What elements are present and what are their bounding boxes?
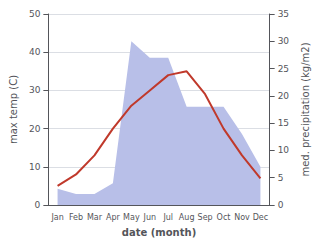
svg-text:15: 15	[278, 118, 289, 128]
svg-text:date (month): date (month)	[122, 227, 196, 238]
svg-text:Feb: Feb	[69, 213, 83, 222]
svg-text:Oct: Oct	[217, 213, 231, 222]
svg-text:Sep: Sep	[198, 213, 213, 222]
svg-text:0: 0	[278, 200, 284, 210]
svg-text:10: 10	[278, 145, 290, 155]
svg-text:Dec: Dec	[253, 213, 268, 222]
svg-text:med. precipitation (kg/m2): med. precipitation (kg/m2)	[300, 42, 311, 176]
svg-text:Jan: Jan	[50, 213, 63, 222]
svg-text:20: 20	[29, 124, 41, 134]
svg-text:max temp (C): max temp (C)	[8, 75, 19, 144]
svg-text:30: 30	[278, 36, 290, 46]
svg-text:50: 50	[29, 9, 41, 19]
svg-text:30: 30	[29, 85, 41, 95]
svg-text:May: May	[123, 213, 140, 222]
svg-text:Jun: Jun	[143, 213, 157, 222]
svg-text:40: 40	[29, 47, 41, 57]
svg-text:25: 25	[278, 64, 289, 74]
svg-text:5: 5	[278, 173, 284, 183]
svg-text:35: 35	[278, 9, 289, 19]
svg-text:Mar: Mar	[87, 213, 103, 222]
svg-text:0: 0	[35, 200, 41, 210]
svg-text:Jul: Jul	[162, 213, 173, 222]
svg-text:20: 20	[278, 91, 290, 101]
svg-text:Apr: Apr	[106, 213, 121, 222]
svg-text:Nov: Nov	[234, 213, 250, 222]
svg-text:Aug: Aug	[179, 213, 195, 222]
svg-text:10: 10	[29, 162, 41, 172]
